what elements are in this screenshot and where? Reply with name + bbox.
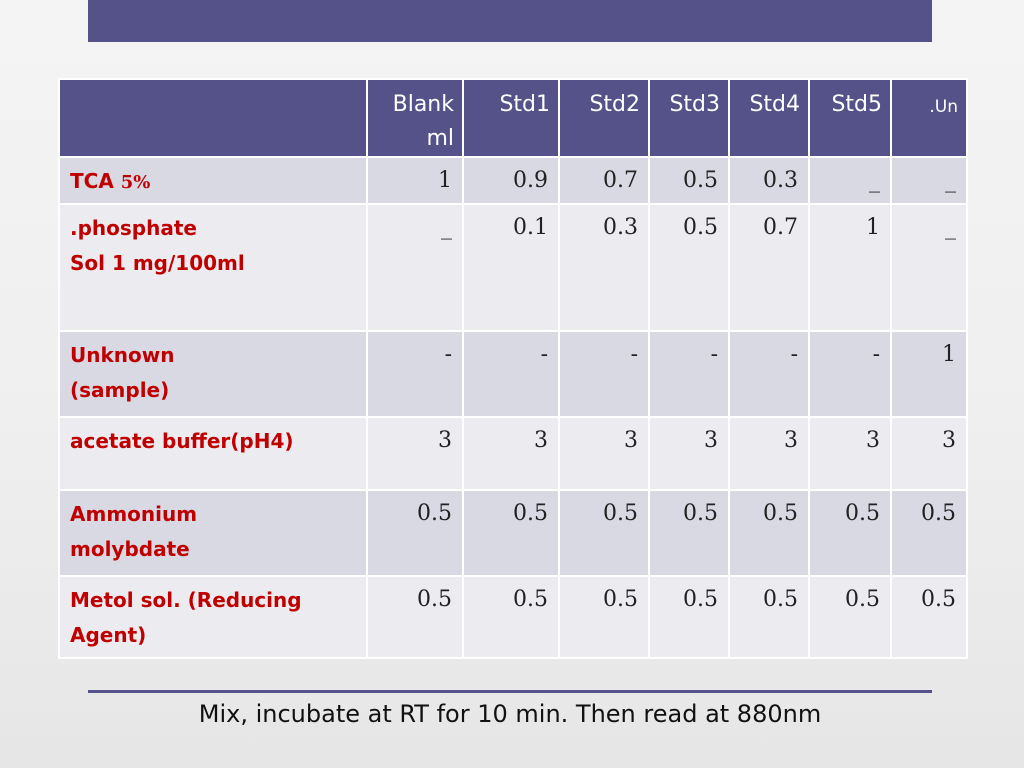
row-label-text: Agent) bbox=[70, 623, 147, 647]
row-label-text: acetate buffer(pH4) bbox=[70, 429, 294, 453]
table-row-phosphate: .phosphate Sol 1 mg/100ml _ 0.1 0.3 0.5 … bbox=[58, 203, 968, 332]
table-cell: 0.5 bbox=[728, 575, 810, 659]
table-cell: 0.5 bbox=[558, 575, 650, 659]
table-row-metol-sol: Metol sol. (Reducing Agent) 0.5 0.5 0.5 … bbox=[58, 575, 968, 659]
table-cell: 0.5 bbox=[648, 203, 730, 332]
header-std1: Std1 bbox=[462, 78, 560, 158]
table-cell: - bbox=[366, 330, 464, 418]
table-cell: 3 bbox=[558, 416, 650, 491]
table-cell: 0.5 bbox=[728, 489, 810, 577]
table-row-ammonium-molybdate: Ammonium molybdate 0.5 0.5 0.5 0.5 0.5 0… bbox=[58, 489, 968, 577]
header-unknown: .Un bbox=[890, 78, 968, 158]
reagent-table: Blank ml Std1 Std2 Std3 Std4 Std5 .Un TC… bbox=[58, 78, 968, 659]
table-cell: 3 bbox=[462, 416, 560, 491]
header-blank-label: Blank ml bbox=[392, 92, 454, 151]
table-cell: 0.9 bbox=[462, 156, 560, 205]
table-cell: 0.5 bbox=[648, 156, 730, 205]
row-label-text: 5% bbox=[120, 172, 151, 193]
table-cell: 0.5 bbox=[366, 489, 464, 577]
table-cell: 0.5 bbox=[648, 575, 730, 659]
header-blank: Blank ml bbox=[366, 78, 464, 158]
header-std3: Std3 bbox=[648, 78, 730, 158]
row-label: Ammonium molybdate bbox=[58, 489, 368, 577]
header-empty bbox=[58, 78, 368, 158]
row-label: .phosphate Sol 1 mg/100ml bbox=[58, 203, 368, 332]
table-cell: 0.3 bbox=[558, 203, 650, 332]
table-cell: 3 bbox=[728, 416, 810, 491]
row-label-text: Ammonium bbox=[70, 502, 198, 526]
table-cell: 0.7 bbox=[728, 203, 810, 332]
table-cell: 0.5 bbox=[808, 489, 892, 577]
table-cell: - bbox=[728, 330, 810, 418]
table-row-acetate-buffer: acetate buffer(pH4) 3 3 3 3 3 3 3 bbox=[58, 416, 968, 491]
header-std4: Std4 bbox=[728, 78, 810, 158]
table-cell: 0.3 bbox=[728, 156, 810, 205]
table-cell: _ bbox=[890, 203, 968, 332]
row-label-text: Metol sol. (Reducing bbox=[70, 588, 302, 612]
row-label-text: .phosphate bbox=[70, 216, 197, 240]
table-row-tca: TCA 5% 1 0.9 0.7 0.5 0.3 _ _ bbox=[58, 156, 968, 205]
table-cell: 3 bbox=[648, 416, 730, 491]
row-label-text: molybdate bbox=[70, 537, 190, 561]
row-label: acetate buffer(pH4) bbox=[58, 416, 368, 491]
table-cell: 1 bbox=[808, 203, 892, 332]
table-cell: 0.5 bbox=[462, 489, 560, 577]
table-row-unknown: Unknown (sample) - - - - - - 1 bbox=[58, 330, 968, 418]
table-cell: 3 bbox=[890, 416, 968, 491]
table-cell: - bbox=[648, 330, 730, 418]
table-cell: 1 bbox=[366, 156, 464, 205]
footer-divider bbox=[88, 690, 932, 693]
table-cell: 0.5 bbox=[890, 575, 968, 659]
table-cell: 0.1 bbox=[462, 203, 560, 332]
header-std5: Std5 bbox=[808, 78, 892, 158]
table-cell: 3 bbox=[366, 416, 464, 491]
row-label: TCA 5% bbox=[58, 156, 368, 205]
header-std2: Std2 bbox=[558, 78, 650, 158]
row-label-text: (sample) bbox=[70, 378, 170, 402]
table-cell: 3 bbox=[808, 416, 892, 491]
row-label: Unknown (sample) bbox=[58, 330, 368, 418]
title-bar bbox=[88, 0, 932, 42]
header-row: Blank ml Std1 Std2 Std3 Std4 Std5 .Un bbox=[58, 78, 968, 158]
table-cell: 0.5 bbox=[558, 489, 650, 577]
table-cell: _ bbox=[890, 156, 968, 205]
table-cell: - bbox=[558, 330, 650, 418]
table-cell: 0.7 bbox=[558, 156, 650, 205]
row-label-text: Sol 1 mg/100ml bbox=[70, 251, 245, 275]
row-label-text: Unknown bbox=[70, 343, 175, 367]
row-label: Metol sol. (Reducing Agent) bbox=[58, 575, 368, 659]
table-cell: 1 bbox=[890, 330, 968, 418]
table-cell: - bbox=[462, 330, 560, 418]
table-cell: 0.5 bbox=[648, 489, 730, 577]
table-cell: 0.5 bbox=[462, 575, 560, 659]
row-label-text: TCA bbox=[70, 169, 114, 193]
table-cell: - bbox=[808, 330, 892, 418]
table-cell: 0.5 bbox=[366, 575, 464, 659]
footer-note: Mix, incubate at RT for 10 min. Then rea… bbox=[198, 700, 822, 728]
table-cell: _ bbox=[808, 156, 892, 205]
table-cell: 0.5 bbox=[808, 575, 892, 659]
table-cell: _ bbox=[366, 203, 464, 332]
table-cell: 0.5 bbox=[890, 489, 968, 577]
